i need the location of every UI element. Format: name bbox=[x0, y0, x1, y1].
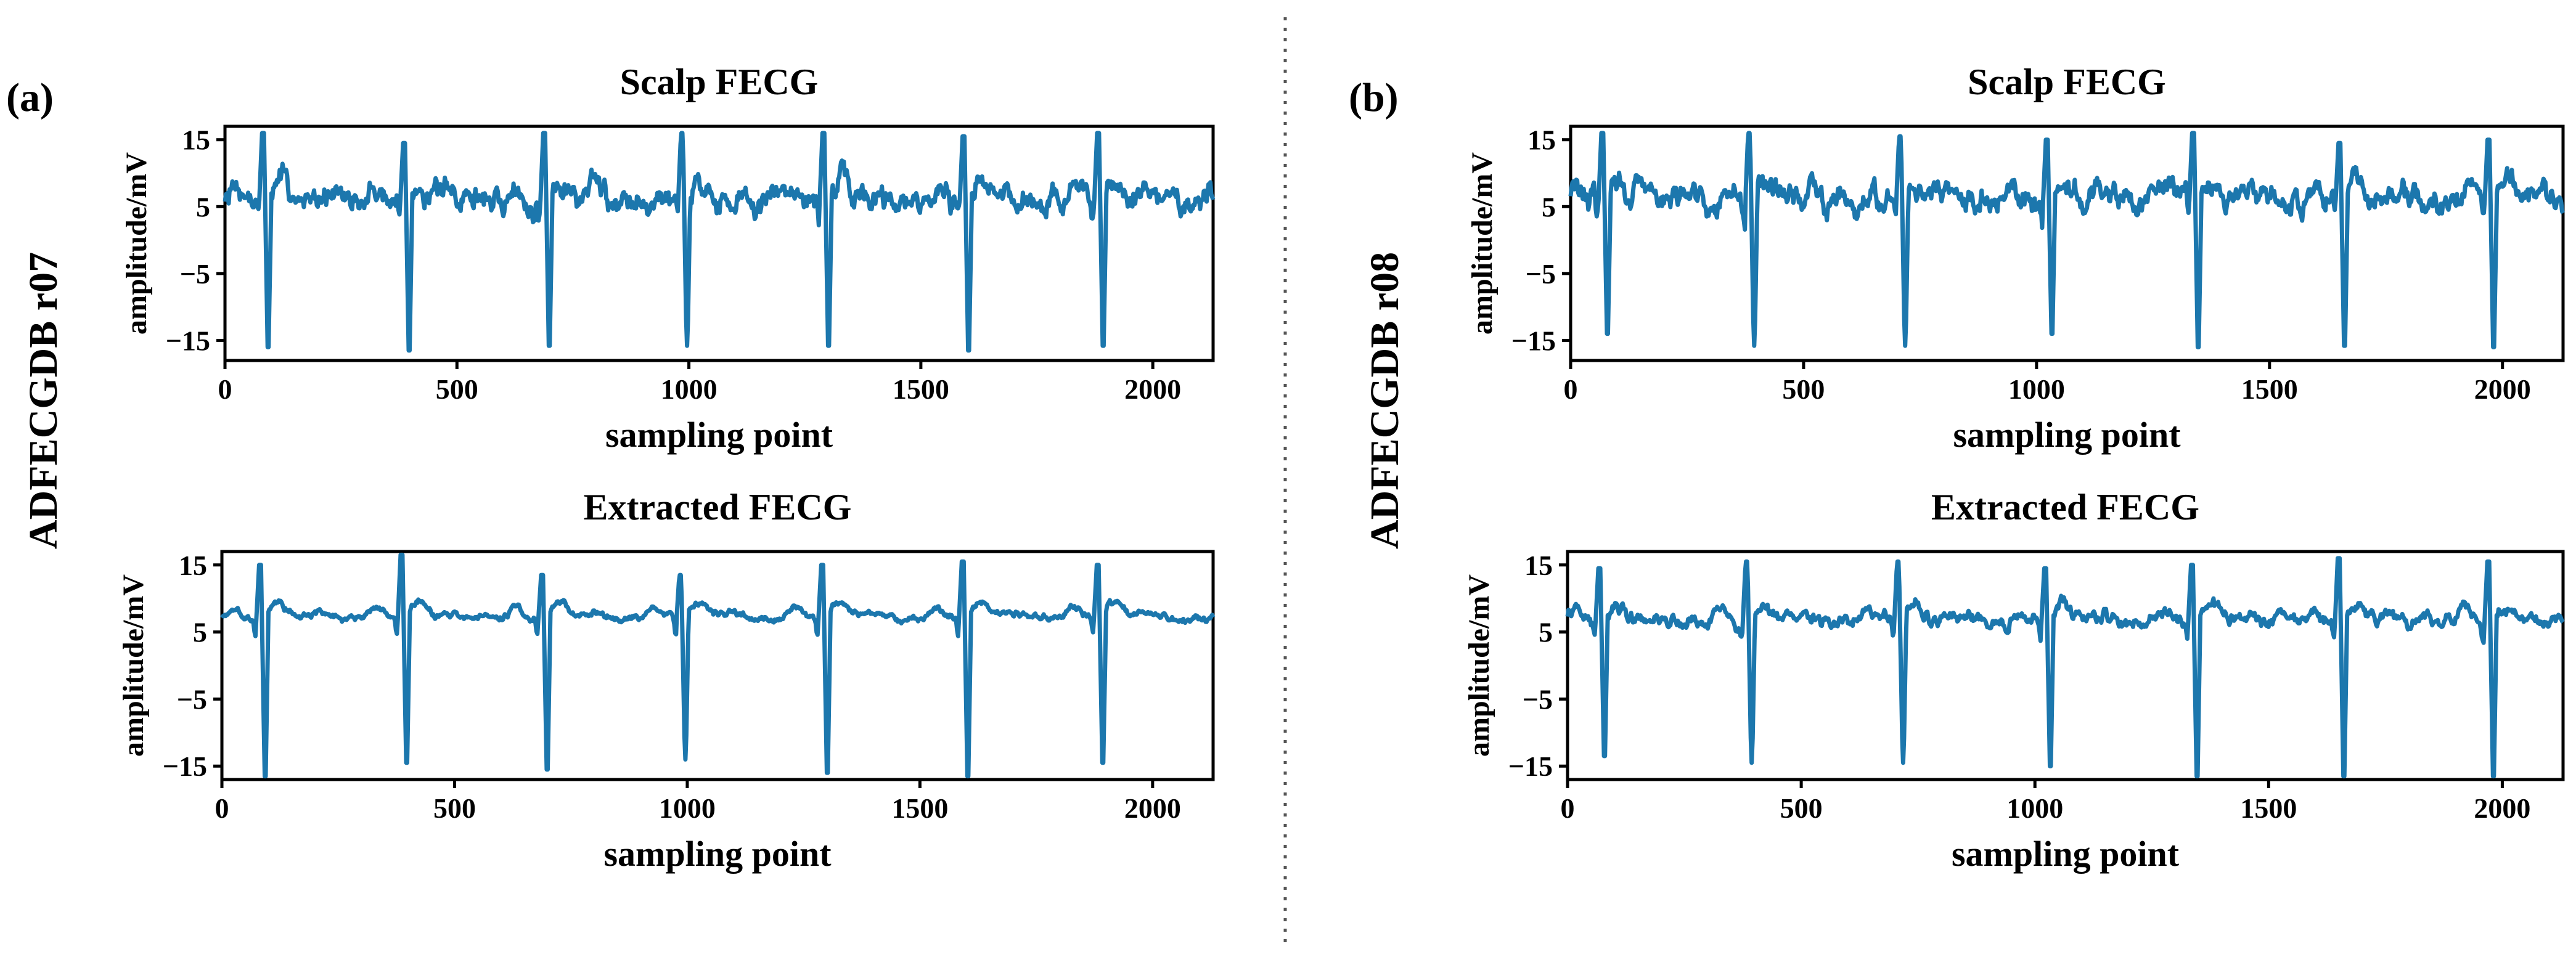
y-axis-label: amplitude/mV bbox=[1466, 152, 1499, 335]
x-tick-label: 0 bbox=[215, 792, 229, 824]
chart-title: Extracted FECG bbox=[584, 487, 852, 527]
x-tick-label: 1500 bbox=[2240, 792, 2297, 824]
x-tick-label: 2000 bbox=[1124, 373, 1181, 405]
y-tick-label: −15 bbox=[166, 325, 210, 356]
chart-title: Scalp FECG bbox=[620, 62, 819, 102]
chart-b-scalp: 0 500 1000 1500 2000 15 5 −5 −15 Scalp FECG sampli… bbox=[1466, 62, 2565, 455]
x-tick-label: 1000 bbox=[661, 373, 718, 405]
x-tick-label: 2000 bbox=[1124, 792, 1181, 824]
x-tick-label: 500 bbox=[433, 792, 476, 824]
y-tick-label: 15 bbox=[179, 550, 207, 581]
x-axis-label: sampling point bbox=[603, 834, 832, 874]
chart-b-extracted: 0 500 1000 1500 2000 15 5 −5 −15 Extracted FECG sa… bbox=[1463, 487, 2565, 874]
y-tick-label: 5 bbox=[1542, 191, 1556, 222]
series-line bbox=[1565, 556, 2565, 779]
y-tick-label: 15 bbox=[1524, 550, 1553, 581]
x-axis-label: sampling point bbox=[1952, 834, 2180, 874]
series-line bbox=[1568, 131, 2565, 349]
x-tick-label: 1000 bbox=[659, 792, 716, 824]
x-tick-label: 500 bbox=[436, 373, 478, 405]
x-tick-label: 1000 bbox=[2008, 373, 2065, 405]
x-axis-label: sampling point bbox=[1953, 415, 2181, 455]
y-tick-label: −5 bbox=[1523, 683, 1553, 715]
x-tick-label: 0 bbox=[1561, 792, 1575, 824]
panel-label-b: (b) bbox=[1349, 75, 1399, 120]
x-tick-label: 1000 bbox=[2006, 792, 2063, 824]
series-line bbox=[220, 552, 1216, 779]
x-axis-label: sampling point bbox=[605, 415, 833, 455]
x-tick-label: 2000 bbox=[2474, 792, 2530, 824]
y-axis-label: amplitude/mV bbox=[120, 152, 153, 335]
x-tick-label: 1500 bbox=[2241, 373, 2298, 405]
y-tick-label: 5 bbox=[196, 191, 210, 222]
x-tick-label: 0 bbox=[218, 373, 232, 405]
y-tick-label: 15 bbox=[182, 124, 210, 156]
chart-title: Scalp FECG bbox=[1968, 62, 2166, 102]
plot-area bbox=[1569, 124, 2565, 362]
plot-area bbox=[1566, 550, 2565, 781]
series-line bbox=[223, 131, 1216, 353]
y-tick-label: −15 bbox=[1508, 751, 1553, 782]
chart-a-scalp: 0 500 1000 1500 2000 15 5 −5 −15 Scalp FECG sampli… bbox=[120, 62, 1216, 455]
y-axis-label: amplitude/mV bbox=[117, 574, 150, 757]
y-tick-label: −5 bbox=[1526, 258, 1556, 290]
chart-a-extracted: 0 500 1000 1500 2000 15 5 −5 −15 Extracted FECG sa… bbox=[117, 487, 1216, 874]
x-tick-label: 500 bbox=[1782, 373, 1825, 405]
x-tick-label: 2000 bbox=[2474, 373, 2531, 405]
y-axis-label: amplitude/mV bbox=[1463, 574, 1495, 757]
panel-label-a: (a) bbox=[6, 75, 54, 120]
y-tick-label: 15 bbox=[1527, 124, 1556, 156]
plot-area bbox=[223, 124, 1215, 362]
x-tick-label: 1500 bbox=[893, 373, 949, 405]
y-tick-label: −5 bbox=[177, 683, 207, 715]
x-tick-label: 1500 bbox=[891, 792, 948, 824]
plot-area bbox=[220, 550, 1215, 781]
y-tick-label: −15 bbox=[1511, 325, 1556, 356]
y-tick-label: 5 bbox=[1539, 617, 1553, 648]
y-tick-label: 5 bbox=[193, 617, 207, 648]
x-tick-label: 0 bbox=[1564, 373, 1578, 405]
y-tick-label: −5 bbox=[180, 258, 210, 290]
chart-title: Extracted FECG bbox=[1931, 487, 2199, 527]
x-tick-label: 500 bbox=[1780, 792, 1823, 824]
y-tick-label: −15 bbox=[163, 751, 207, 782]
record-label-a: ADFECGDB r07 bbox=[21, 252, 66, 549]
record-label-b: ADFECGDB r08 bbox=[1362, 252, 1407, 549]
